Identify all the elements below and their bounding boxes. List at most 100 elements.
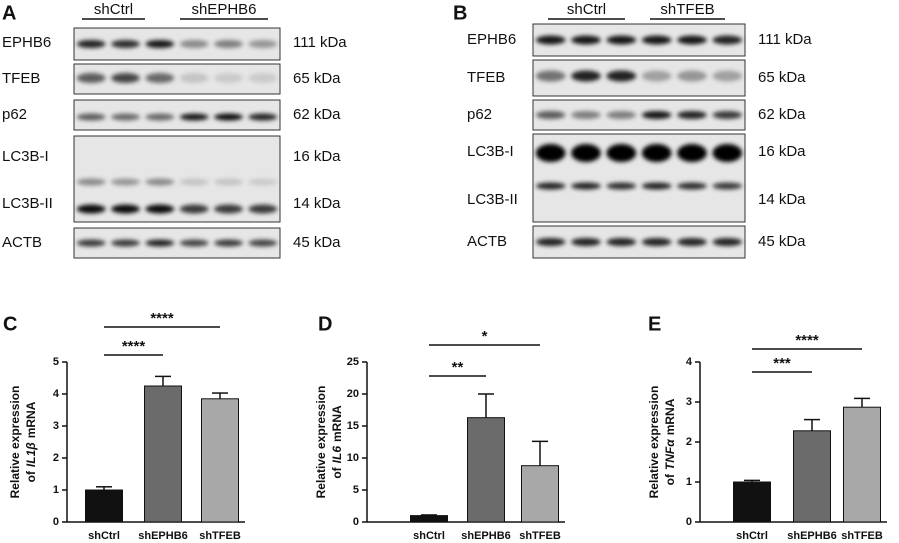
- band: [76, 40, 106, 48]
- bar: [85, 489, 123, 523]
- band: [641, 238, 672, 246]
- band: [214, 40, 243, 48]
- panel-letter: A: [2, 2, 16, 24]
- x-tick-label: shCtrl: [413, 530, 445, 542]
- y-axis-label: of IL1β mRNA: [24, 401, 38, 482]
- band: [641, 70, 672, 82]
- y-label-part: mRNA: [24, 401, 38, 438]
- kda-label: 62 kDa: [758, 106, 806, 123]
- y-label-gene: IL6: [330, 446, 344, 464]
- y-label-part: mRNA: [663, 398, 677, 435]
- y-tick-label: 5: [53, 356, 59, 368]
- band: [535, 111, 566, 119]
- x-tick-label: shTFEB: [841, 530, 883, 542]
- band: [606, 70, 637, 82]
- significance-label: ***: [773, 355, 791, 372]
- band: [214, 239, 243, 247]
- y-tick-label: 4: [53, 388, 60, 400]
- band: [248, 204, 278, 214]
- band: [641, 144, 672, 162]
- band: [712, 111, 743, 119]
- band: [76, 239, 106, 247]
- band: [111, 204, 140, 214]
- band: [606, 35, 637, 45]
- bar: [467, 417, 505, 523]
- band: [111, 40, 140, 48]
- band: [214, 204, 243, 214]
- blot-box: [532, 23, 746, 57]
- y-label-part: of: [663, 473, 677, 485]
- y-label-part: of: [24, 470, 38, 482]
- y-tick-label: 4: [686, 356, 693, 368]
- band: [677, 35, 707, 45]
- kda-label: 14 kDa: [758, 191, 806, 208]
- y-tick-label: 20: [347, 388, 359, 400]
- band: [145, 73, 175, 83]
- y-tick-label: 1: [53, 484, 59, 496]
- band: [641, 35, 672, 45]
- y-tick-label: 2: [686, 436, 692, 448]
- x-tick-label: shEPHB6: [138, 530, 188, 542]
- x-tick-label: shEPHB6: [461, 530, 511, 542]
- row-label: LC3B-II: [467, 191, 518, 208]
- kda-label: 45 kDa: [293, 234, 341, 251]
- band: [677, 111, 707, 119]
- row-label: ACTB: [467, 233, 507, 250]
- band: [606, 111, 637, 119]
- row-label: LC3B-I: [2, 148, 49, 165]
- blot-box: [532, 225, 746, 259]
- y-axis-label: Relative expression: [314, 386, 328, 499]
- y-tick-label: 1: [686, 476, 692, 488]
- band: [677, 238, 707, 246]
- band: [111, 113, 140, 121]
- band: [248, 40, 278, 48]
- y-label-gene: TNFα: [663, 439, 677, 470]
- x-tick-label: shEPHB6: [787, 530, 837, 542]
- group-label: shEPHB6: [191, 1, 256, 18]
- band: [76, 178, 106, 186]
- band: [535, 238, 566, 246]
- bar: [521, 465, 559, 523]
- band: [179, 178, 209, 186]
- significance-label: *: [482, 328, 488, 345]
- y-tick-label: 5: [353, 484, 359, 496]
- band: [145, 204, 175, 214]
- blot-box: [73, 27, 281, 61]
- significance-label: ****: [122, 338, 146, 355]
- x-tick-label: shTFEB: [519, 530, 561, 542]
- kda-label: 45 kDa: [758, 233, 806, 250]
- y-label-part: mRNA: [330, 405, 344, 442]
- band: [111, 73, 140, 83]
- y-label-gene: IL1β: [24, 442, 38, 467]
- kda-label: 65 kDa: [293, 70, 341, 87]
- kda-label: 16 kDa: [293, 148, 341, 165]
- band: [179, 40, 209, 48]
- group-label: shCtrl: [94, 1, 133, 18]
- x-tick-label: shCtrl: [88, 530, 120, 542]
- band: [712, 182, 743, 190]
- band: [571, 238, 601, 246]
- y-tick-label: 15: [347, 420, 359, 432]
- y-tick-label: 2: [53, 452, 59, 464]
- band: [111, 178, 140, 186]
- band: [535, 70, 566, 82]
- panel-letter: E: [648, 313, 661, 335]
- band: [76, 204, 106, 214]
- band: [712, 70, 743, 82]
- kda-label: 111 kDa: [758, 31, 812, 48]
- y-axis-label: of TNFα mRNA: [663, 398, 677, 485]
- band: [535, 144, 566, 162]
- bar: [201, 398, 239, 523]
- y-tick-label: 0: [53, 516, 59, 528]
- row-label: LC3B-I: [467, 143, 514, 160]
- blot-box: [73, 135, 281, 223]
- band: [677, 182, 707, 190]
- band: [248, 113, 278, 121]
- y-tick-label: 3: [53, 420, 59, 432]
- band: [571, 70, 601, 82]
- significance-label: ****: [150, 310, 174, 327]
- band: [641, 182, 672, 190]
- y-axis-label: Relative expression: [8, 386, 22, 499]
- band: [214, 178, 243, 186]
